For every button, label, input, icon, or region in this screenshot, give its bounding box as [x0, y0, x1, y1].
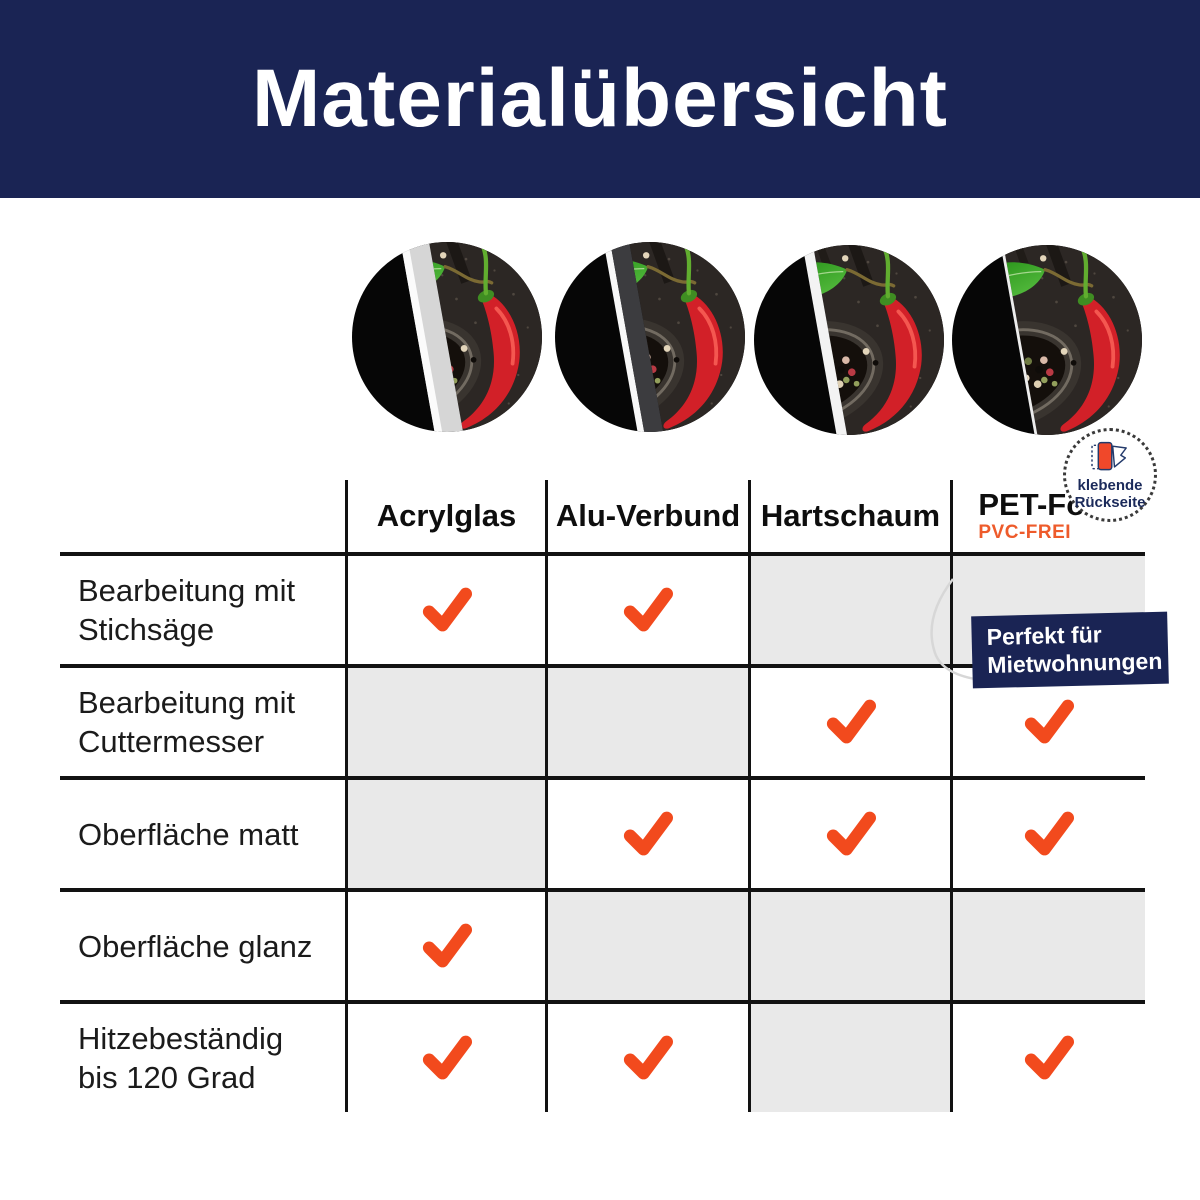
material-preview-pet-folie	[952, 245, 1142, 435]
foil-curl-line	[930, 578, 976, 681]
badge-line1: klebende	[1077, 477, 1143, 494]
table-cell-empty	[545, 668, 748, 776]
row-label-line: Bearbeitung mit	[78, 573, 296, 608]
table-row: Oberfläche matt	[60, 776, 1145, 888]
adhesive-back-badge: klebende Rückseite	[1063, 428, 1157, 522]
table-row: Oberfläche glanz	[60, 888, 1145, 1000]
header-banner: Materialübersicht	[0, 0, 1200, 198]
table-body: Bearbeitung mit Stichsäge Bearbeitung mit C…	[60, 552, 1145, 1112]
row-label-line: Oberfläche glanz	[78, 928, 313, 964]
header-spacer	[60, 480, 345, 552]
check-icon	[623, 811, 673, 856]
material-previews: klebende Rückseite Perfekt für Mietwohnu…	[0, 198, 1200, 689]
check-icon	[1024, 699, 1074, 744]
table-cell-empty	[345, 780, 545, 888]
row-label-line: Oberfläche matt	[78, 816, 299, 852]
check-icon	[422, 923, 472, 968]
row-label-line: Hitzebeständig	[78, 1021, 284, 1056]
pet-edge-stripe	[999, 245, 1039, 435]
column-header-alu-verbund: Alu-Verbund	[545, 480, 748, 552]
pvc-free-label: PVC-FREI	[978, 522, 1072, 543]
row-label: Bearbeitung mit Cuttermesser	[60, 668, 345, 776]
table-cell-checked	[345, 556, 545, 664]
row-label: Oberfläche matt	[60, 780, 345, 888]
hartschaum-edge-stripe	[801, 245, 849, 435]
table-cell-checked	[545, 780, 748, 888]
ribbon-line1: Perfekt für	[986, 621, 1102, 651]
table-cell-empty	[950, 892, 1145, 1000]
table-cell-empty	[748, 892, 950, 1000]
table-cell-checked	[950, 780, 1145, 888]
row-label: Bearbeitung mit Stichsäge	[60, 556, 345, 664]
sticker-peel-icon	[1091, 441, 1127, 471]
ribbon-line2: Mietwohnungen	[987, 647, 1163, 679]
material-preview-acrylglas	[352, 242, 542, 432]
table-cell-checked	[748, 780, 950, 888]
table-cell-checked	[545, 1004, 748, 1112]
material-comparison-table: Acrylglas Alu-Verbund Hartschaum PET-Fol…	[60, 480, 1145, 1112]
table-cell-empty	[748, 1004, 950, 1112]
table-cell-checked	[950, 668, 1145, 776]
check-icon	[422, 587, 472, 632]
rental-flat-ribbon: Perfekt für Mietwohnungen	[971, 611, 1169, 689]
material-preview-alu-verbund	[555, 242, 745, 432]
row-label-line: bis 120 Grad	[78, 1060, 256, 1095]
column-header-label: Alu-Verbund	[555, 498, 741, 533]
check-icon	[826, 811, 876, 856]
check-icon	[1024, 811, 1074, 856]
alu-edge-stripe	[602, 242, 646, 432]
table-cell-empty	[748, 556, 950, 664]
table-header-row: Acrylglas Alu-Verbund Hartschaum PET-Fol…	[60, 480, 1145, 552]
table-cell-checked	[950, 1004, 1145, 1112]
table-row: Hitzebeständig bis 120 Grad	[60, 1000, 1145, 1112]
table-cell-empty	[545, 892, 748, 1000]
row-label-line: Stichsäge	[78, 612, 215, 647]
check-icon	[422, 1035, 472, 1080]
column-header-label: Acrylglas	[376, 498, 517, 533]
table-row: Bearbeitung mit Cuttermesser	[60, 664, 1145, 776]
check-icon	[623, 1035, 673, 1080]
column-header-label: Hartschaum	[760, 498, 941, 533]
row-label: Oberfläche glanz	[60, 892, 345, 1000]
column-header-acrylglas: Acrylglas	[345, 480, 545, 552]
row-label-line: Bearbeitung mit	[78, 685, 296, 720]
page-title: Materialübersicht	[252, 53, 948, 144]
column-header-hartschaum: Hartschaum	[748, 480, 950, 552]
table-cell-empty	[345, 668, 545, 776]
table-cell-checked	[345, 1004, 545, 1112]
row-label: Hitzebeständig bis 120 Grad	[60, 1004, 345, 1112]
check-icon	[826, 699, 876, 744]
check-icon	[1024, 1035, 1074, 1080]
row-label-line: Cuttermesser	[78, 724, 265, 759]
table-cell-checked	[545, 556, 748, 664]
table-cell-checked	[748, 668, 950, 776]
material-preview-hartschaum	[754, 245, 944, 435]
badge-line2: Rückseite	[1074, 494, 1146, 511]
table-cell-checked	[345, 892, 545, 1000]
check-icon	[623, 587, 673, 632]
